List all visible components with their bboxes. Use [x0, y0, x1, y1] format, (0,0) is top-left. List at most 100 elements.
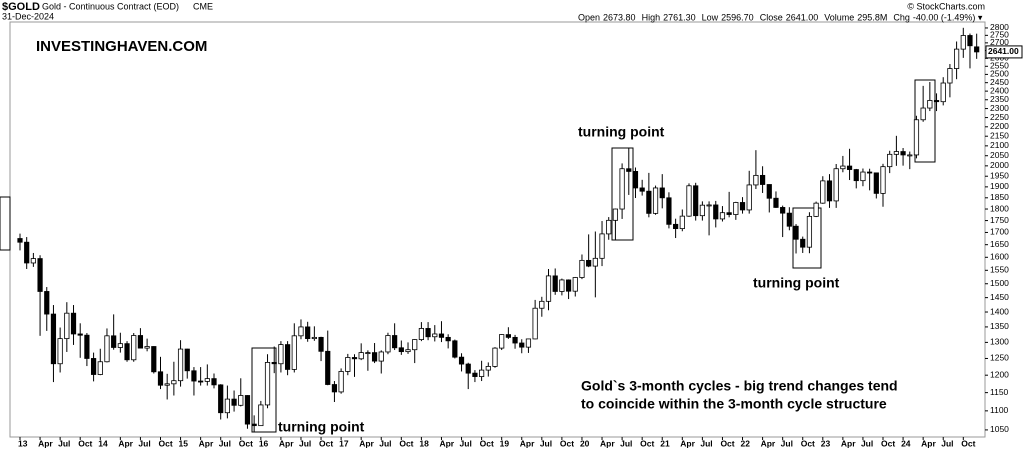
- candle-body: [586, 259, 592, 267]
- candle-body: [686, 185, 692, 217]
- x-tick-label: Apr: [761, 438, 776, 448]
- candle-body: [907, 154, 913, 157]
- x-tick-label: Apr: [118, 438, 133, 448]
- y-tick-label: 1650: [990, 239, 1009, 249]
- candle-body: [833, 168, 839, 202]
- y-tick-label: 1200: [990, 369, 1009, 379]
- candle-body: [298, 326, 304, 337]
- candle-body: [452, 340, 458, 358]
- candle-body: [84, 334, 90, 359]
- candle-body: [646, 190, 652, 214]
- candle-body: [157, 371, 164, 386]
- quote-label: Close: [760, 12, 783, 22]
- candle-body: [565, 279, 572, 292]
- candle-body: [198, 380, 204, 383]
- x-tick-label: 17: [339, 438, 349, 448]
- candle-body: [559, 279, 565, 292]
- annotation: to coincide within the 3-month cycle str…: [581, 396, 887, 412]
- candle-body: [305, 326, 311, 340]
- candle-body: [90, 358, 97, 375]
- candle-body: [37, 258, 43, 292]
- date: 31-Dec-2024: [2, 11, 54, 21]
- x-tick-label: Jul: [700, 438, 712, 448]
- annotation: turning point: [753, 275, 840, 291]
- candle-body: [271, 362, 277, 365]
- watermark: INVESTINGHAVEN.COM: [36, 38, 207, 55]
- candle-body: [592, 257, 598, 267]
- x-tick-label: Jul: [58, 438, 70, 448]
- candle-body: [693, 185, 699, 217]
- y-tick-label: 1750: [990, 215, 1009, 225]
- candle-body: [97, 361, 103, 375]
- candle-body: [666, 197, 672, 225]
- candle-body: [365, 352, 371, 355]
- last-price-label: 2641.00: [988, 46, 1019, 56]
- candle-body: [191, 370, 197, 382]
- quote-label: Chg: [893, 12, 910, 22]
- candle-body: [706, 204, 712, 207]
- x-tick-label: Jul: [219, 438, 231, 448]
- x-tick-label: Oct: [881, 438, 895, 448]
- x-tick-label: Jul: [861, 438, 873, 448]
- x-tick-label: 16: [259, 438, 269, 448]
- x-tick-label: Oct: [560, 438, 574, 448]
- candle-body: [619, 168, 625, 210]
- candle-body: [30, 258, 36, 264]
- y-tick-label: 1850: [990, 192, 1009, 202]
- candle-body: [900, 151, 906, 156]
- candle-body: [137, 335, 144, 349]
- quote-value: -40.00 (-1.49%) ▾: [913, 12, 983, 22]
- y-tick-label: 1350: [990, 321, 1009, 331]
- candle-body: [371, 352, 378, 362]
- candle-body: [840, 165, 846, 170]
- x-tick-label: Apr: [921, 438, 936, 448]
- quote-label: High: [642, 12, 661, 22]
- candle-body: [545, 275, 552, 302]
- candle-body: [204, 378, 210, 382]
- candle-body: [505, 334, 511, 338]
- candle-body: [887, 153, 893, 168]
- candle-body: [726, 212, 732, 215]
- cycle-box: [251, 347, 277, 433]
- x-tick-label: Jul: [540, 438, 552, 448]
- candle-body: [967, 35, 973, 47]
- y-tick-label: 2350: [990, 94, 1009, 104]
- y-tick-label: 1950: [990, 170, 1009, 180]
- candle-body: [425, 328, 431, 338]
- candle-body: [806, 215, 813, 248]
- candle-body: [525, 338, 532, 348]
- y-tick-label: 1250: [990, 353, 1009, 363]
- y-tick-label: 1700: [990, 227, 1009, 237]
- y-tick-label: 2700: [990, 37, 1009, 47]
- candle-body: [231, 398, 237, 406]
- candle-body: [445, 336, 451, 342]
- candle-body: [780, 207, 786, 214]
- candle-body: [572, 277, 578, 292]
- x-tick-label: Apr: [680, 438, 695, 448]
- candle-body: [532, 307, 538, 340]
- candle-body: [820, 180, 826, 204]
- candle-body: [218, 384, 224, 414]
- candle-body: [579, 259, 585, 278]
- candle-body: [164, 383, 170, 386]
- x-tick-label: Apr: [520, 438, 535, 448]
- x-tick-label: Apr: [359, 438, 374, 448]
- x-tick-label: Oct: [961, 438, 975, 448]
- candle-body: [151, 346, 157, 373]
- candle-body: [485, 366, 491, 371]
- candle-body: [351, 357, 358, 360]
- quote-label: Volume: [824, 12, 854, 22]
- y-tick-label: 1900: [990, 181, 1009, 191]
- title: Gold - Continuous Contract (EOD): [42, 1, 179, 11]
- candle-body: [826, 180, 833, 202]
- candle-body: [418, 328, 425, 340]
- y-tick-label: 2050: [990, 150, 1009, 160]
- annotation: Gold`s 3-month cycles - big trend change…: [581, 378, 898, 394]
- candle-body: [184, 348, 190, 372]
- candle-body: [405, 349, 411, 353]
- x-tick-label: Apr: [439, 438, 454, 448]
- candle-body: [927, 100, 933, 109]
- x-tick-label: Apr: [38, 438, 53, 448]
- plot-frame: [9, 21, 986, 438]
